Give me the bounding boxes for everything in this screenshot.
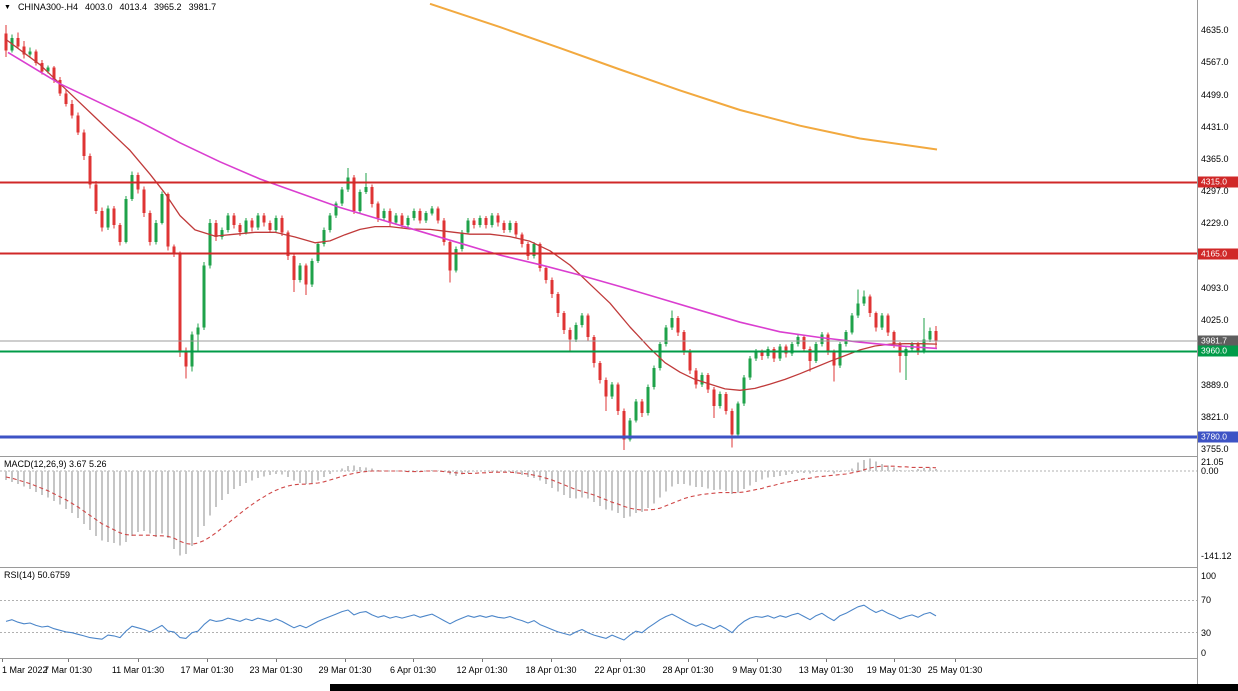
axis-tick-label: 4025.0 <box>1201 315 1229 326</box>
macd-plot-svg[interactable] <box>0 457 1197 567</box>
time-label: 19 May 01:30 <box>866 665 922 675</box>
price-badge: 3780.0 <box>1198 431 1238 443</box>
axis-tick-label: 4297.0 <box>1201 185 1229 196</box>
time-tick <box>551 659 552 662</box>
time-label: 7 Mar 01:30 <box>43 665 93 675</box>
axis-tick-label: 21.05 <box>1201 457 1224 467</box>
price-badge: 4315.0 <box>1198 176 1238 188</box>
candlestick-series <box>4 24 938 450</box>
ma-fast-line <box>5 38 938 391</box>
price-axis-separator <box>1197 0 1198 684</box>
time-label: 18 Apr 01:30 <box>525 665 577 675</box>
price-badge: 3981.7 <box>1198 335 1238 347</box>
axis-tick-label: 70 <box>1201 595 1212 606</box>
axis-tick-label: 4499.0 <box>1201 89 1229 100</box>
horizontal-levels <box>0 181 1197 439</box>
panel-divider[interactable] <box>0 567 1238 568</box>
bottom-bar <box>330 684 1238 691</box>
macd-indicator-label: MACD(12,26,9) 3.67 5.26 <box>4 459 107 469</box>
symbol-period-label: CHINA300-.H4 <box>17 2 78 12</box>
axis-tick-label: 100 <box>1201 571 1217 581</box>
time-tick <box>620 659 621 662</box>
time-tick <box>68 659 69 662</box>
rsi-line <box>5 604 937 641</box>
time-label: 11 Mar 01:30 <box>111 665 165 675</box>
price-badge: 3960.0 <box>1198 345 1238 357</box>
ohlc-low: 3965.2 <box>154 2 182 12</box>
macd-histogram <box>5 458 937 556</box>
ohlc-open: 4003.0 <box>84 2 113 12</box>
axis-tick-label: 4365.0 <box>1201 153 1229 164</box>
time-tick <box>413 659 414 662</box>
symbol-dropdown-icon[interactable]: ▼ <box>4 3 11 11</box>
price-axis[interactable]: 4635.0 4567.0 4499.0 4431.0 4365.0 4297.0 4229… <box>1198 0 1238 684</box>
ohlc-high: 4013.4 <box>119 2 148 12</box>
time-tick <box>826 659 827 662</box>
time-label: 6 Apr 01:30 <box>389 665 437 675</box>
axis-tick-label: 4431.0 <box>1201 122 1229 133</box>
time-label: 13 May 01:30 <box>798 665 854 675</box>
axis-tick-label: 0.00 <box>1201 466 1219 476</box>
axis-tick-label: 30 <box>1201 627 1212 638</box>
time-label: 29 Mar 01:30 <box>318 665 372 675</box>
panel-divider <box>0 658 1238 659</box>
main-plot-svg[interactable] <box>0 0 1197 456</box>
main-chart-panel[interactable]: ▼ CHINA300-.H4 4003.0 4013.4 3965.2 3981… <box>0 0 1197 456</box>
axis-tick-label: 4635.0 <box>1201 24 1229 35</box>
time-axis[interactable]: 1 Mar 2022 7 Mar 01:30 11 Mar 01:30 17 Mar … <box>0 659 1197 684</box>
time-tick <box>894 659 895 662</box>
time-tick <box>207 659 208 662</box>
axis-tick-label: 4229.0 <box>1201 218 1229 229</box>
panel-divider[interactable] <box>0 456 1238 457</box>
rsi-indicator-label: RSI(14) 50.6759 <box>4 570 71 580</box>
axis-tick-label: 4567.0 <box>1201 57 1229 68</box>
time-label: 9 May 01:30 <box>732 665 782 675</box>
time-tick <box>2 659 3 662</box>
symbol-info-bar: ▼ CHINA300-.H4 4003.0 4013.4 3965.2 3981… <box>4 2 216 12</box>
ohlc-close: 3981.7 <box>188 2 217 12</box>
axis-tick-label: 4093.0 <box>1201 282 1229 293</box>
axis-tick-label: -141.12 <box>1201 550 1232 561</box>
time-label: 22 Apr 01:30 <box>594 665 646 675</box>
price-badge: 4165.0 <box>1198 248 1238 260</box>
time-tick <box>955 659 956 662</box>
time-tick <box>688 659 689 662</box>
time-label: 23 Mar 01:30 <box>249 665 303 675</box>
axis-tick-label: 3755.0 <box>1201 443 1229 454</box>
axis-tick-label: 0 <box>1201 648 1207 658</box>
axis-tick-label: 3889.0 <box>1201 380 1229 391</box>
ma-long-line <box>429 2 938 151</box>
time-tick <box>276 659 277 662</box>
rsi-plot-svg[interactable] <box>0 568 1197 658</box>
time-label: 28 Apr 01:30 <box>662 665 714 675</box>
axis-tick-label: 3821.0 <box>1201 412 1229 423</box>
time-label: 17 Mar 01:30 <box>180 665 234 675</box>
time-label: 12 Apr 01:30 <box>456 665 508 675</box>
time-tick <box>138 659 139 662</box>
time-tick <box>757 659 758 662</box>
time-label: 1 Mar 2022 <box>2 665 48 675</box>
time-tick <box>345 659 346 662</box>
ma-slow-line <box>7 51 938 350</box>
time-tick <box>482 659 483 662</box>
macd-signal-line <box>5 465 937 545</box>
macd-panel[interactable]: MACD(12,26,9) 3.67 5.26 <box>0 457 1197 567</box>
time-label: 25 May 01:30 <box>927 665 983 675</box>
rsi-panel[interactable]: RSI(14) 50.6759 <box>0 568 1197 658</box>
